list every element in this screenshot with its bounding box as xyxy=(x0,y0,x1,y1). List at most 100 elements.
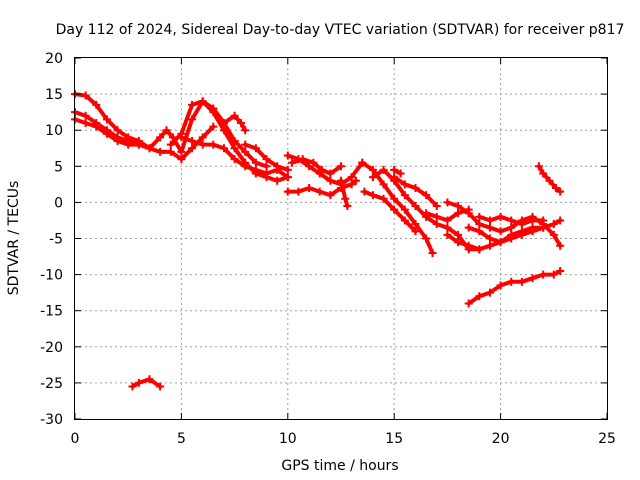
data-point xyxy=(534,162,543,171)
data-point xyxy=(400,180,409,189)
data-point xyxy=(262,155,271,164)
data-point xyxy=(517,227,526,236)
series-track-3 xyxy=(71,115,143,149)
data-series xyxy=(71,90,565,391)
y-tick-label: 15 xyxy=(45,87,63,103)
data-point xyxy=(528,216,537,225)
data-point xyxy=(485,234,494,243)
data-point xyxy=(326,169,335,178)
data-point xyxy=(177,155,186,164)
data-point xyxy=(507,230,516,239)
data-point xyxy=(454,230,463,239)
series-track-22 xyxy=(464,266,565,308)
data-point xyxy=(166,147,175,156)
data-point xyxy=(485,241,494,250)
plot-frame xyxy=(74,57,608,420)
series-line xyxy=(445,200,563,248)
data-point xyxy=(496,238,505,247)
data-point xyxy=(262,162,271,171)
data-point xyxy=(422,191,431,200)
data-point xyxy=(156,133,165,142)
data-point xyxy=(309,158,318,167)
data-point xyxy=(209,108,218,117)
data-point xyxy=(428,248,437,257)
x-tick-label: 10 xyxy=(279,431,297,447)
data-point xyxy=(549,270,558,279)
data-point xyxy=(475,220,484,229)
data-point xyxy=(422,209,431,218)
data-point xyxy=(379,180,388,189)
data-point xyxy=(162,126,171,135)
data-point xyxy=(236,118,245,127)
data-point xyxy=(545,176,554,185)
data-point xyxy=(219,118,228,127)
data-point xyxy=(549,230,558,239)
data-point xyxy=(337,176,345,185)
data-point xyxy=(556,266,565,275)
series-track-6 xyxy=(219,111,250,135)
data-point xyxy=(400,216,409,225)
data-point xyxy=(198,133,207,142)
data-point xyxy=(128,382,137,391)
data-point xyxy=(360,187,369,196)
series-line xyxy=(222,113,248,133)
data-point xyxy=(454,238,463,247)
data-point xyxy=(432,202,441,211)
data-point xyxy=(188,115,197,124)
data-point xyxy=(539,223,548,232)
data-point xyxy=(102,129,111,138)
data-point xyxy=(283,173,292,182)
data-point xyxy=(507,277,516,286)
data-point xyxy=(343,202,352,211)
data-point xyxy=(294,187,303,196)
data-point xyxy=(539,169,548,178)
data-point xyxy=(92,100,101,109)
data-point xyxy=(177,147,186,156)
data-point xyxy=(326,176,335,185)
data-point xyxy=(145,375,154,384)
data-point xyxy=(288,158,297,167)
series-track-10 xyxy=(288,155,345,178)
data-point xyxy=(517,277,526,286)
data-point xyxy=(347,173,356,182)
data-point xyxy=(539,270,548,279)
data-point xyxy=(507,216,516,225)
series-track-7 xyxy=(241,140,292,174)
data-point xyxy=(400,191,409,200)
data-point xyxy=(230,144,239,153)
data-point xyxy=(464,209,473,218)
data-point xyxy=(411,183,420,192)
data-point xyxy=(411,227,420,236)
data-point xyxy=(464,299,473,308)
data-point xyxy=(81,118,90,127)
data-point xyxy=(241,147,250,156)
data-point xyxy=(443,223,452,232)
data-point xyxy=(230,111,239,120)
data-point xyxy=(209,140,218,149)
x-tick-label: 25 xyxy=(598,431,616,447)
data-point xyxy=(262,169,271,178)
data-point xyxy=(390,194,399,203)
data-point xyxy=(219,126,228,135)
data-point xyxy=(305,162,314,171)
y-tick-label: -15 xyxy=(40,304,63,320)
data-point xyxy=(273,162,282,171)
series-track-17 xyxy=(422,205,473,225)
series-track-8 xyxy=(283,176,360,200)
data-point xyxy=(341,194,350,203)
data-point xyxy=(475,245,484,254)
data-point xyxy=(230,155,239,164)
data-point xyxy=(422,234,431,243)
data-point xyxy=(443,216,452,225)
data-point xyxy=(432,220,441,229)
data-point xyxy=(198,140,207,149)
data-point xyxy=(198,97,207,106)
y-tick-label: 0 xyxy=(54,195,63,211)
data-point xyxy=(188,144,197,153)
y-tick-label: -30 xyxy=(40,412,63,428)
data-point xyxy=(400,205,409,214)
data-point xyxy=(337,162,345,171)
data-point xyxy=(485,216,494,225)
series-track-19 xyxy=(443,230,484,254)
